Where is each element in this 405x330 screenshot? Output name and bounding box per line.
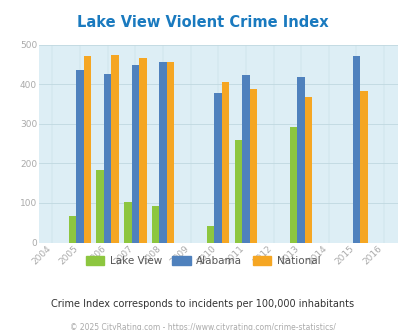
Bar [96, 170, 104, 243]
Bar [76, 70, 83, 243]
Bar [359, 91, 367, 243]
Text: Lake View Violent Crime Index: Lake View Violent Crime Index [77, 15, 328, 30]
Bar [151, 206, 159, 243]
Text: © 2025 CityRating.com - https://www.cityrating.com/crime-statistics/: © 2025 CityRating.com - https://www.city… [70, 323, 335, 330]
Bar [234, 140, 241, 243]
Bar [139, 58, 146, 243]
Text: Crime Index corresponds to incidents per 100,000 inhabitants: Crime Index corresponds to incidents per… [51, 299, 354, 309]
Bar [222, 82, 229, 243]
Bar [249, 89, 256, 243]
Bar [159, 62, 166, 243]
Legend: Lake View, Alabama, National: Lake View, Alabama, National [81, 252, 324, 270]
Bar [69, 216, 76, 243]
Bar [207, 226, 214, 243]
Bar [289, 126, 297, 243]
Bar [214, 93, 222, 243]
Bar [83, 56, 91, 243]
Bar [111, 55, 119, 243]
Bar [131, 65, 139, 243]
Bar [124, 202, 131, 243]
Bar [166, 62, 174, 243]
Bar [352, 56, 359, 243]
Bar [241, 76, 249, 243]
Bar [297, 77, 304, 243]
Bar [104, 74, 111, 243]
Bar [304, 97, 311, 243]
